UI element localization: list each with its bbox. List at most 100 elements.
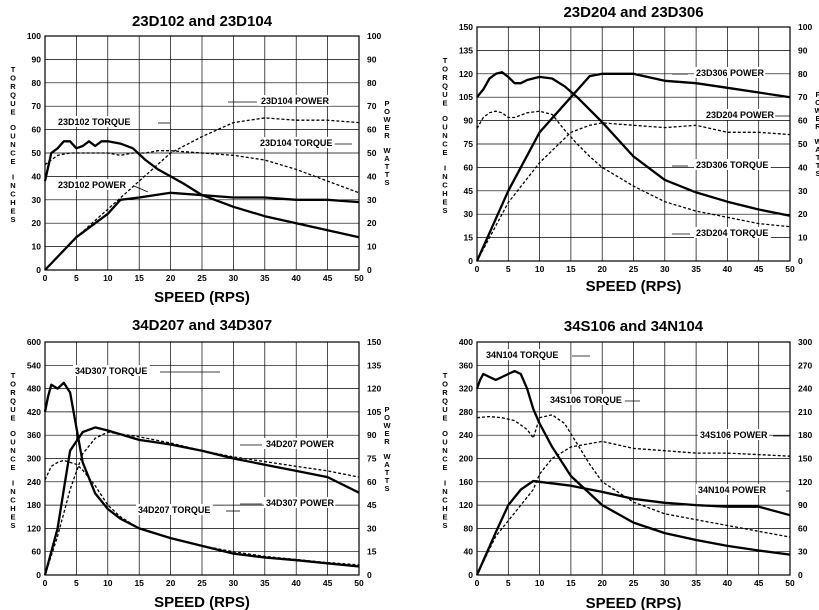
y-tick-label: 80 bbox=[464, 523, 474, 533]
series-annotation: 34D207 TORQUE bbox=[138, 505, 210, 515]
series-line-23d104-torque bbox=[44, 150, 360, 194]
y2-tick-label: 20 bbox=[367, 218, 377, 228]
y2-tick-label: 30 bbox=[798, 547, 808, 557]
y-tick-label: 240 bbox=[459, 430, 473, 440]
annotation-bg bbox=[694, 227, 771, 238]
x-tick-label: 20 bbox=[166, 273, 176, 283]
y-tick-label: 540 bbox=[27, 360, 41, 370]
plot-frame bbox=[476, 26, 791, 262]
x-axis-label: SPEED (RPS) bbox=[154, 594, 250, 610]
x-tick-label: 25 bbox=[197, 273, 207, 283]
y-tick-label: 420 bbox=[27, 407, 41, 417]
leader-line bbox=[133, 185, 149, 193]
y2-tick-label: 300 bbox=[798, 337, 812, 347]
y-tick-label: 40 bbox=[464, 547, 474, 557]
y-tick-label: 280 bbox=[459, 407, 473, 417]
x-tick-label: 50 bbox=[785, 264, 795, 274]
x-axis-label: SPEED (RPS) bbox=[154, 289, 250, 306]
series-annotation: 34D307 TORQUE bbox=[75, 366, 147, 376]
y-tick-label: 200 bbox=[459, 454, 473, 464]
series-line-34s106-power bbox=[476, 440, 791, 576]
annotation-bg bbox=[73, 365, 150, 376]
y2-tick-label: 30 bbox=[367, 195, 377, 205]
y-tick-label: 300 bbox=[27, 454, 41, 464]
x-axis-label: SPEED (RPS) bbox=[586, 278, 682, 295]
x-tick-label: 25 bbox=[629, 578, 639, 588]
y-tick-label: 0 bbox=[36, 570, 41, 580]
chart-title: 23D102 and 23D104 bbox=[132, 13, 273, 30]
y-tick-label: 120 bbox=[459, 69, 473, 79]
y-tick-label: 80 bbox=[32, 78, 42, 88]
annotation-bg bbox=[696, 484, 768, 495]
annotation-bg bbox=[694, 159, 771, 170]
x-tick-label: 40 bbox=[291, 273, 301, 283]
x-tick-label: 5 bbox=[74, 578, 79, 588]
x-tick-label: 10 bbox=[535, 264, 545, 274]
y-tick-label: 60 bbox=[32, 547, 42, 557]
y2-tick-label: 90 bbox=[798, 500, 808, 510]
y2-tick-label: 60 bbox=[798, 116, 808, 126]
y2-tick-label: 20 bbox=[798, 209, 808, 219]
x-tick-label: 0 bbox=[475, 578, 480, 588]
y2-tick-label: 0 bbox=[367, 570, 372, 580]
annotation-bg bbox=[698, 429, 770, 440]
annotation-bg bbox=[56, 116, 133, 127]
y-tick-label: 400 bbox=[459, 337, 473, 347]
chart-2: 0 5 10 15 20 25 30 35 40 45 5001530456075901051201… bbox=[442, 4, 819, 295]
y2-tick-label: 180 bbox=[798, 430, 812, 440]
y-tick-label: 320 bbox=[459, 384, 473, 394]
series-line-34n104-power bbox=[475, 479, 791, 576]
x-tick-label: 50 bbox=[354, 578, 364, 588]
x-tick-label: 0 bbox=[475, 264, 480, 274]
y2-tick-label: 135 bbox=[367, 360, 381, 370]
series-annotation: 23D104 POWER bbox=[261, 96, 330, 106]
series-line-23d306-torque bbox=[476, 71, 791, 217]
y-tick-label: 0 bbox=[468, 570, 473, 580]
series-line-23d306-power bbox=[475, 72, 791, 262]
y-tick-label: 30 bbox=[32, 195, 42, 205]
series-annotation: 34S106 POWER bbox=[700, 430, 768, 440]
y2-tick-label: 10 bbox=[798, 233, 808, 243]
y2-tick-label: 105 bbox=[367, 407, 381, 417]
series-annotation: 23D306 TORQUE bbox=[696, 160, 768, 170]
series-annotation: 23D204 POWER bbox=[706, 110, 775, 120]
y-tick-label: 90 bbox=[32, 54, 42, 64]
series-annotation: 23D102 TORQUE bbox=[58, 117, 130, 127]
x-tick-label: 45 bbox=[323, 578, 333, 588]
y2-tick-label: 60 bbox=[367, 477, 377, 487]
x-tick-label: 50 bbox=[354, 273, 364, 283]
y-tick-label: 15 bbox=[464, 233, 474, 243]
series-line-34d207-torque bbox=[44, 459, 360, 566]
y2-tick-label: 40 bbox=[798, 162, 808, 172]
y-tick-label: 360 bbox=[27, 430, 41, 440]
y-tick-label: 50 bbox=[32, 148, 42, 158]
x-tick-label: 35 bbox=[691, 264, 701, 274]
annotation-bg bbox=[56, 179, 128, 190]
y2-tick-label: 40 bbox=[367, 171, 377, 181]
x-tick-label: 30 bbox=[229, 273, 239, 283]
x-tick-label: 0 bbox=[43, 578, 48, 588]
series-annotation: 23D306 POWER bbox=[696, 68, 765, 78]
x-tick-label: 30 bbox=[660, 264, 670, 274]
y2-tick-label: 50 bbox=[367, 148, 377, 158]
y-tick-label: 0 bbox=[36, 265, 41, 275]
y2-tick-label: 10 bbox=[367, 242, 377, 252]
y-tick-label: 600 bbox=[27, 337, 41, 347]
y2-tick-label: 150 bbox=[367, 337, 381, 347]
y2-tick-label: 90 bbox=[367, 54, 377, 64]
y-tick-label: 360 bbox=[459, 360, 473, 370]
series-line-23d102-power bbox=[44, 191, 360, 271]
y2-tick-label: 75 bbox=[367, 454, 377, 464]
series-annotation: 23D102 POWER bbox=[58, 180, 127, 190]
y-tick-label: 150 bbox=[459, 22, 473, 32]
chart-title: 23D204 and 23D306 bbox=[563, 4, 703, 21]
series-line-34d307-torque bbox=[43, 381, 360, 568]
x-tick-label: 20 bbox=[597, 578, 607, 588]
x-tick-label: 5 bbox=[506, 264, 511, 274]
series-line-23d204-torque bbox=[476, 110, 791, 228]
series-annotation: 23D104 TORQUE bbox=[260, 138, 332, 148]
series-line-23d102-torque bbox=[43, 140, 360, 239]
x-tick-label: 20 bbox=[597, 264, 607, 274]
y-tick-label: 105 bbox=[459, 92, 473, 102]
series-annotation: 23D204 TORQUE bbox=[696, 228, 768, 238]
